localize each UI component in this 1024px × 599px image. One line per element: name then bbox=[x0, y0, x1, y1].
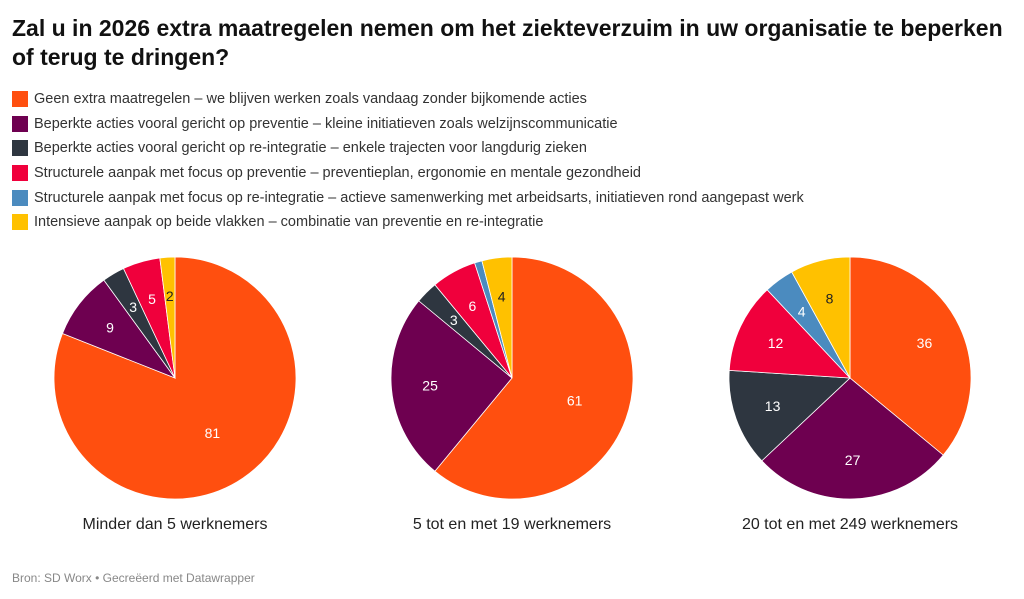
pie-slice bbox=[849, 256, 972, 456]
legend: Geen extra maatregelen – we blijven werk… bbox=[12, 87, 804, 235]
pie-title: 20 tot en met 249 werknemers bbox=[742, 516, 958, 533]
legend-swatch bbox=[12, 165, 28, 182]
slice-label: 6 bbox=[468, 298, 476, 314]
legend-swatch bbox=[12, 91, 28, 108]
pie-slice bbox=[481, 256, 513, 379]
legend-swatch bbox=[12, 115, 28, 132]
slice-label: 4 bbox=[798, 303, 806, 319]
pie-title: Minder dan 5 werknemers bbox=[83, 516, 268, 533]
legend-swatch bbox=[12, 214, 28, 231]
legend-label: Geen extra maatregelen – we blijven werk… bbox=[34, 91, 587, 108]
legend-label: Intensieve aanpak op beide vlakken – com… bbox=[34, 214, 544, 231]
legend-item: Structurele aanpak met focus op preventi… bbox=[12, 161, 804, 186]
slice-label: 81 bbox=[205, 425, 221, 441]
legend-label: Beperkte acties vooral gericht op preven… bbox=[34, 115, 618, 132]
slice-label: 61 bbox=[567, 393, 583, 409]
legend-item: Geen extra maatregelen – we blijven werk… bbox=[12, 87, 804, 112]
pie-slice bbox=[728, 369, 851, 462]
legend-swatch bbox=[12, 140, 28, 157]
slice-label: 4 bbox=[498, 288, 506, 304]
legend-label: Structurele aanpak met focus op preventi… bbox=[34, 165, 641, 182]
slice-label: 27 bbox=[845, 452, 861, 468]
slice-label: 25 bbox=[422, 378, 438, 394]
chart-title: Zal u in 2026 extra maatregelen nemen om… bbox=[12, 15, 1003, 70]
pie-title: 5 tot en met 19 werknemers bbox=[413, 516, 611, 533]
pie-slice bbox=[434, 256, 634, 500]
legend-item: Beperkte acties vooral gericht op re-int… bbox=[12, 136, 804, 161]
slice-label: 3 bbox=[129, 299, 137, 315]
source-note: Bron: SD Worx • Gecreëerd met Datawrappe… bbox=[12, 571, 255, 585]
slice-label: 2 bbox=[166, 288, 174, 304]
slice-label: 36 bbox=[917, 335, 933, 351]
slice-label: 3 bbox=[450, 312, 458, 328]
legend-item: Beperkte acties vooral gericht op preven… bbox=[12, 112, 804, 137]
pie-slice bbox=[159, 256, 176, 379]
pie-slice bbox=[390, 300, 513, 472]
slice-label: 12 bbox=[768, 335, 784, 351]
slice-label: 9 bbox=[106, 320, 114, 336]
legend-item: Structurele aanpak met focus op re-integ… bbox=[12, 185, 804, 210]
legend-item: Intensieve aanpak op beide vlakken – com… bbox=[12, 210, 804, 235]
slice-label: 5 bbox=[148, 291, 156, 307]
legend-label: Beperkte acties vooral gericht op re-int… bbox=[34, 140, 587, 157]
slice-label: 13 bbox=[765, 398, 781, 414]
pie-slice bbox=[761, 377, 944, 500]
slice-label: 8 bbox=[826, 290, 834, 306]
pie-slice bbox=[791, 256, 851, 379]
legend-label: Structurele aanpak met focus op re-integ… bbox=[34, 189, 804, 206]
legend-swatch bbox=[12, 189, 28, 206]
pie-slice bbox=[728, 289, 851, 379]
